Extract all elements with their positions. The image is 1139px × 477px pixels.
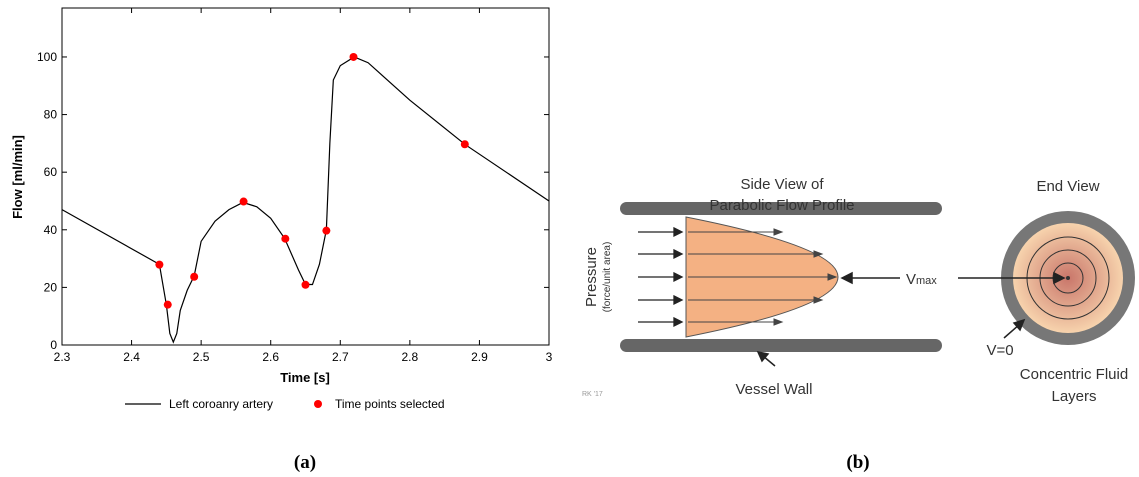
vmax-subscript: max: [916, 275, 937, 287]
x-tick-label: 2.8: [402, 350, 419, 364]
caption: (a): [294, 452, 316, 473]
x-axis-label: Time [s]: [280, 370, 330, 385]
legend-label: Time points selected: [335, 397, 445, 411]
y-tick-label: 40: [44, 223, 58, 237]
y-axis-label: Flow [ml/min]: [10, 135, 25, 219]
x-tick-label: 2.9: [471, 350, 488, 364]
vessel-wall-top: [620, 202, 942, 215]
y-tick-label: 0: [50, 338, 57, 352]
x-tick-label: 2.6: [262, 350, 279, 364]
end-title: End View: [1036, 178, 1099, 195]
side-title: Parabolic Flow Profile: [709, 197, 854, 214]
legend-label: Left coroanry artery: [169, 397, 273, 411]
data-line: [61, 56, 550, 344]
x-tick-label: 3: [546, 350, 553, 364]
wall-label: Vessel Wall: [736, 381, 813, 398]
x-tick-label: 2.3: [54, 350, 71, 364]
y-tick-label: 60: [44, 165, 58, 179]
legend-marker: [314, 400, 322, 408]
pressure-arrows: [638, 226, 684, 328]
annotation-arrows: [756, 271, 1066, 367]
data-point: [301, 280, 310, 289]
vmax-symbol: V: [906, 271, 916, 288]
caption: (b): [846, 452, 869, 473]
flow-diagram: Side View of Parabolic Flow Profile End …: [582, 176, 1135, 405]
vmax-label: Vmax: [906, 271, 937, 288]
plot-frame: [61, 7, 550, 346]
x-tick-label: 2.4: [123, 350, 140, 364]
pressure-unit: (force/unit area): [602, 242, 613, 313]
data-point: [163, 300, 172, 309]
v0-label: V=0: [986, 342, 1013, 359]
side-title: Side View of: [740, 176, 824, 193]
x-tick-label: 2.7: [332, 350, 349, 364]
credit: RK '17: [582, 391, 603, 398]
data-point: [155, 260, 164, 269]
data-point: [349, 52, 358, 61]
pressure-label: Pressure: [583, 247, 600, 307]
y-tick-label: 100: [37, 50, 57, 64]
vessel-wall-bottom: [620, 339, 942, 352]
center: [1066, 276, 1070, 280]
layers-label: Layers: [1051, 388, 1096, 405]
x-tick-label: 2.5: [193, 350, 210, 364]
line-chart: Time [s] Flow [ml/min] 2.3 2.4 2.5 2.6 2.7 2.…: [10, 7, 553, 411]
data-point: [281, 234, 290, 243]
data-point: [190, 272, 199, 281]
data-point: [239, 197, 248, 206]
data-point: [460, 140, 469, 149]
y-tick-label: 80: [44, 108, 58, 122]
y-tick-label: 20: [44, 280, 58, 294]
velocity-arrows: [688, 228, 838, 326]
layers-label: Concentric Fluid: [1020, 366, 1128, 383]
data-point: [322, 226, 331, 235]
